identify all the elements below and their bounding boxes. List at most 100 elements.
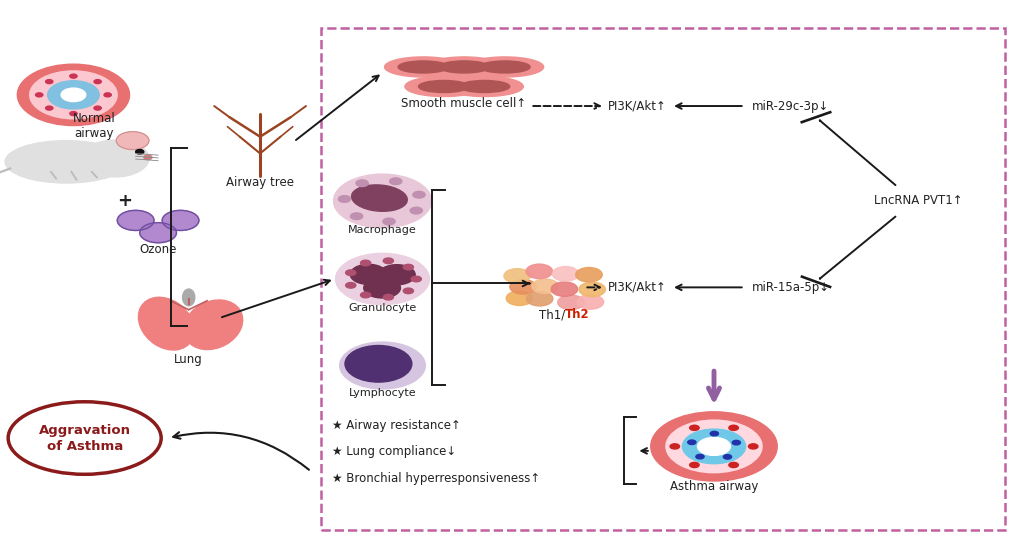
Text: LncRNA PVT1↑: LncRNA PVT1↑ bbox=[873, 194, 961, 208]
Circle shape bbox=[575, 267, 601, 282]
Ellipse shape bbox=[5, 141, 127, 183]
Circle shape bbox=[46, 106, 53, 110]
Circle shape bbox=[61, 88, 86, 102]
Circle shape bbox=[94, 106, 101, 110]
Circle shape bbox=[552, 267, 579, 281]
Text: PI3K/Akt↑: PI3K/Akt↑ bbox=[607, 281, 666, 294]
Circle shape bbox=[136, 150, 144, 154]
Circle shape bbox=[665, 420, 761, 473]
Circle shape bbox=[364, 278, 400, 298]
Text: Asthma airway: Asthma airway bbox=[669, 480, 757, 493]
Ellipse shape bbox=[397, 61, 448, 73]
Text: Smooth muscle cell↑: Smooth muscle cell↑ bbox=[401, 97, 526, 110]
Circle shape bbox=[382, 218, 394, 225]
Circle shape bbox=[116, 132, 149, 150]
Circle shape bbox=[82, 140, 149, 177]
Ellipse shape bbox=[405, 76, 482, 97]
Circle shape bbox=[403, 264, 413, 270]
Text: Granulocyte: Granulocyte bbox=[348, 303, 416, 313]
Circle shape bbox=[30, 71, 117, 119]
Circle shape bbox=[339, 342, 425, 389]
Text: Airway tree: Airway tree bbox=[226, 176, 293, 189]
Circle shape bbox=[732, 440, 740, 445]
Ellipse shape bbox=[445, 76, 523, 97]
Circle shape bbox=[697, 437, 730, 455]
Circle shape bbox=[695, 454, 703, 459]
Circle shape bbox=[687, 440, 695, 445]
Bar bbox=[321, 28, 1004, 530]
Text: of Asthma: of Asthma bbox=[47, 440, 122, 453]
Circle shape bbox=[36, 93, 43, 97]
Circle shape bbox=[17, 64, 129, 126]
Circle shape bbox=[162, 210, 199, 230]
Ellipse shape bbox=[182, 289, 195, 306]
Circle shape bbox=[69, 74, 77, 78]
Circle shape bbox=[389, 178, 401, 185]
Text: Ozone: Ozone bbox=[140, 243, 176, 257]
Text: PI3K/Akt↑: PI3K/Akt↑ bbox=[607, 99, 666, 113]
Circle shape bbox=[729, 463, 738, 468]
Circle shape bbox=[729, 425, 738, 430]
Circle shape bbox=[360, 292, 370, 298]
Circle shape bbox=[503, 268, 530, 283]
Circle shape bbox=[722, 455, 731, 459]
Circle shape bbox=[748, 444, 757, 449]
Circle shape bbox=[413, 191, 425, 198]
Circle shape bbox=[383, 258, 393, 263]
Circle shape bbox=[709, 431, 717, 436]
Circle shape bbox=[383, 295, 393, 300]
Circle shape bbox=[403, 288, 413, 294]
Ellipse shape bbox=[183, 300, 243, 349]
Ellipse shape bbox=[418, 80, 469, 93]
Ellipse shape bbox=[459, 80, 510, 93]
Ellipse shape bbox=[438, 61, 489, 73]
Circle shape bbox=[351, 213, 363, 220]
Circle shape bbox=[689, 425, 698, 430]
Circle shape bbox=[550, 282, 577, 296]
Ellipse shape bbox=[139, 297, 194, 350]
Circle shape bbox=[46, 80, 53, 84]
Circle shape bbox=[94, 80, 101, 84]
Circle shape bbox=[577, 295, 603, 309]
Circle shape bbox=[356, 180, 368, 186]
Circle shape bbox=[510, 280, 536, 294]
Circle shape bbox=[140, 223, 176, 243]
Circle shape bbox=[526, 264, 552, 278]
Circle shape bbox=[104, 93, 111, 97]
Circle shape bbox=[360, 260, 370, 266]
Circle shape bbox=[345, 282, 356, 288]
Circle shape bbox=[526, 291, 552, 306]
Circle shape bbox=[345, 270, 356, 276]
Text: ★ Bronchial hyperresponsiveness↑: ★ Bronchial hyperresponsiveness↑ bbox=[331, 472, 539, 485]
Circle shape bbox=[378, 264, 415, 285]
Text: Lung: Lung bbox=[174, 353, 203, 366]
Text: Macrophage: Macrophage bbox=[347, 225, 417, 235]
Circle shape bbox=[335, 253, 429, 305]
Circle shape bbox=[48, 81, 99, 109]
Text: ★ Airway resistance↑: ★ Airway resistance↑ bbox=[331, 418, 460, 432]
Text: miR-29c-3p↓: miR-29c-3p↓ bbox=[751, 99, 828, 113]
Circle shape bbox=[410, 207, 422, 214]
Circle shape bbox=[350, 264, 386, 285]
Ellipse shape bbox=[466, 57, 543, 77]
Circle shape bbox=[338, 196, 351, 203]
Text: Lymphocyte: Lymphocyte bbox=[348, 388, 416, 398]
Circle shape bbox=[689, 463, 698, 468]
Circle shape bbox=[117, 210, 154, 230]
Text: miR-15a-5p↓: miR-15a-5p↓ bbox=[751, 281, 828, 294]
Circle shape bbox=[650, 412, 776, 481]
Circle shape bbox=[557, 295, 584, 310]
Text: Th1/: Th1/ bbox=[538, 308, 565, 321]
Circle shape bbox=[579, 282, 605, 297]
Circle shape bbox=[532, 279, 558, 294]
Text: Th2: Th2 bbox=[565, 308, 589, 321]
Circle shape bbox=[669, 444, 679, 449]
Ellipse shape bbox=[352, 185, 407, 211]
Text: Aggravation: Aggravation bbox=[39, 424, 130, 437]
Circle shape bbox=[333, 174, 431, 228]
Text: ★ Lung compliance↓: ★ Lung compliance↓ bbox=[331, 445, 455, 459]
Ellipse shape bbox=[425, 57, 502, 77]
Ellipse shape bbox=[479, 61, 530, 73]
Circle shape bbox=[411, 276, 421, 282]
Ellipse shape bbox=[384, 57, 462, 77]
